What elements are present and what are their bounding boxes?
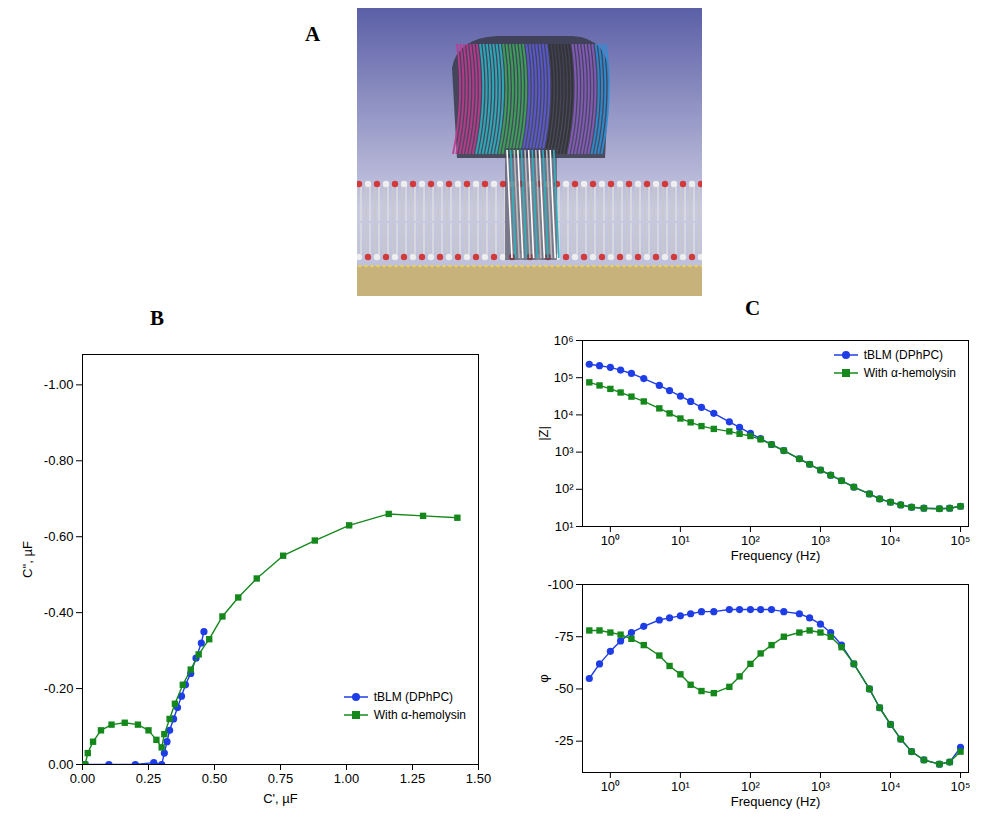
svg-text:10⁵: 10⁵: [951, 533, 971, 548]
html-text:With α-hemolysin: With α-hemolysin: [373, 708, 466, 722]
svg-text:|Z|: |Z|: [536, 426, 551, 441]
svg-text:10¹: 10¹: [671, 779, 690, 794]
svg-text:1.00: 1.00: [334, 771, 359, 786]
svg-text:C', µF: C', µF: [263, 791, 298, 806]
html-text:B: B: [150, 306, 164, 330]
html-text:tBLM (DPhPC): tBLM (DPhPC): [863, 348, 944, 362]
svg-text:10⁴: 10⁴: [880, 779, 900, 794]
svg-text:10³: 10³: [811, 533, 830, 548]
svg-text:10²: 10²: [555, 481, 574, 496]
svg-text:10¹: 10¹: [671, 533, 690, 548]
svg-text:-0.20: -0.20: [44, 681, 74, 696]
svg-text:10⁶: 10⁶: [554, 333, 574, 348]
svg-text:1.25: 1.25: [400, 771, 425, 786]
svg-text:10⁴: 10⁴: [880, 533, 900, 548]
svg-text:-50: -50: [555, 681, 574, 696]
svg-text:0.00: 0.00: [48, 757, 73, 772]
svg-text:10³: 10³: [555, 444, 574, 459]
html-text:tBLM (DPhPC): tBLM (DPhPC): [373, 690, 454, 704]
svg-text:-0.40: -0.40: [44, 605, 74, 620]
svg-text:10⁴: 10⁴: [553, 407, 573, 422]
svg-text:-1.00: -1.00: [44, 377, 74, 392]
svg-text:10²: 10²: [741, 779, 760, 794]
html-text:C: C: [745, 296, 761, 320]
html-text:With α-hemolysin: With α-hemolysin: [863, 366, 956, 380]
svg-text:1.50: 1.50: [466, 771, 491, 786]
svg-text:φ: φ: [536, 674, 551, 682]
svg-text:-75: -75: [555, 629, 574, 644]
svg-text:10¹: 10¹: [555, 519, 574, 534]
svg-text:10²: 10²: [741, 533, 760, 548]
svg-text:10⁰: 10⁰: [601, 533, 620, 548]
svg-text:Frequency (Hz): Frequency (Hz): [731, 794, 821, 809]
svg-text:-100: -100: [547, 577, 573, 592]
svg-text:10⁵: 10⁵: [951, 779, 971, 794]
svg-text:Frequency (Hz): Frequency (Hz): [731, 548, 821, 563]
svg-text:0.75: 0.75: [268, 771, 293, 786]
svg-text:0.25: 0.25: [136, 771, 161, 786]
svg-text:10⁰: 10⁰: [601, 779, 620, 794]
svg-text:0.00: 0.00: [70, 771, 95, 786]
svg-text:-0.60: -0.60: [44, 529, 74, 544]
svg-text:10⁵: 10⁵: [554, 370, 574, 385]
svg-text:C'', µF: C'', µF: [20, 541, 35, 578]
svg-text:0.50: 0.50: [202, 771, 227, 786]
html-text:A: A: [305, 22, 321, 46]
svg-text:10³: 10³: [811, 779, 830, 794]
svg-text:-0.80: -0.80: [44, 453, 74, 468]
svg-text:-25: -25: [555, 733, 574, 748]
